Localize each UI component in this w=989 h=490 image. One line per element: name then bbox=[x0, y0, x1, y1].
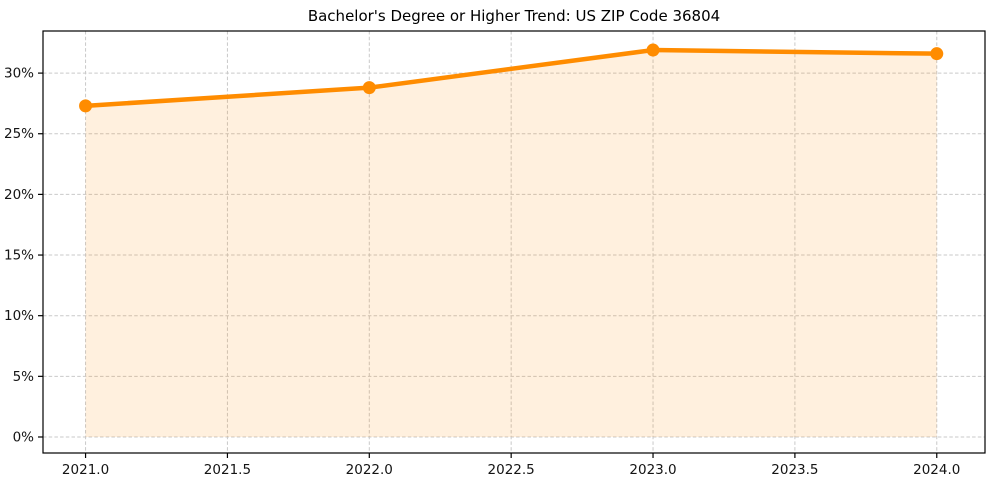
y-axis-tick-label: 5% bbox=[13, 369, 35, 385]
x-axis-tick-label: 2024.0 bbox=[913, 462, 960, 478]
chart-title: Bachelor's Degree or Higher Trend: US ZI… bbox=[307, 7, 721, 25]
trend-line bbox=[83, 47, 940, 109]
x-axis-tick-label: 2023.5 bbox=[771, 462, 818, 478]
data-point-marker bbox=[930, 47, 944, 61]
x-axis-tick-label: 2021.0 bbox=[62, 462, 109, 478]
y-axis-tick-label: 10% bbox=[4, 308, 34, 324]
x-axis-tick-label: 2021.5 bbox=[204, 462, 251, 478]
area-fill bbox=[85, 50, 937, 437]
y-axis-tick-label: 0% bbox=[13, 429, 35, 445]
data-point-marker bbox=[646, 43, 660, 57]
x-axis-tick-label: 2022.5 bbox=[488, 462, 535, 478]
data-point-marker bbox=[79, 99, 93, 113]
y-axis-tick-label: 20% bbox=[4, 187, 34, 203]
y-axis-tick-label: 25% bbox=[4, 126, 34, 142]
x-axis-tick-label: 2023.0 bbox=[629, 462, 676, 478]
y-axis-tick-label: 30% bbox=[4, 66, 34, 82]
data-point-marker bbox=[362, 81, 376, 95]
x-axis-tick-label: 2022.0 bbox=[346, 462, 393, 478]
y-axis-tick-label: 15% bbox=[4, 248, 34, 264]
plot-border bbox=[42, 30, 986, 454]
